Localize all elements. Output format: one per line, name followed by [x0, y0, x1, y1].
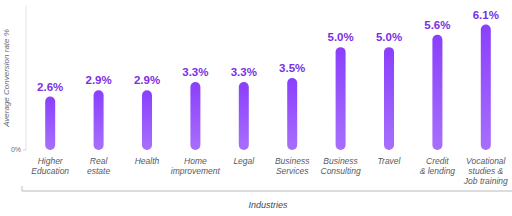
bar: [384, 47, 394, 150]
category-label: Vocational studies & Job training: [458, 156, 512, 186]
bar: [190, 82, 200, 150]
category-label: Higher Education: [22, 156, 78, 176]
category-label: Travel: [361, 156, 417, 166]
category-label: Home improvement: [167, 156, 223, 176]
y-axis-title: Average Conversion rate %: [2, 29, 11, 128]
data-label: 2.9%: [134, 74, 160, 86]
category-label: Credit & lending: [409, 156, 465, 176]
data-label: 3.3%: [182, 66, 208, 78]
category-label: Business Consulting: [313, 156, 369, 176]
x-axis-tick: [22, 186, 23, 191]
chart: 0% Average Conversion rate % 2.6% 2.9% 2.9% 3…: [0, 0, 512, 216]
category-label: Business Services: [264, 156, 320, 176]
bar: [481, 25, 491, 150]
data-label: 2.6%: [37, 81, 63, 93]
data-label: 5.6%: [424, 19, 450, 31]
x-axis-title: Industries: [248, 200, 288, 210]
x-axis-line: [22, 191, 512, 192]
category-label: Real estate: [71, 156, 127, 176]
bar: [45, 97, 55, 150]
bar: [432, 35, 442, 150]
data-label: 2.9%: [85, 74, 111, 86]
category-label: Legal: [216, 156, 272, 166]
data-label: 3.5%: [279, 62, 305, 74]
data-label: 3.3%: [231, 66, 257, 78]
data-label: 5.0%: [327, 31, 353, 43]
bars: [45, 25, 491, 150]
bar: [336, 47, 346, 150]
y-tick-label: 0%: [11, 146, 21, 153]
bar: [287, 78, 297, 150]
y-axis: [26, 6, 27, 150]
y-tick: [23, 150, 26, 151]
bar: [239, 82, 249, 150]
data-label: 5.0%: [376, 31, 402, 43]
category-label: Health: [119, 156, 175, 166]
data-label: 6.1%: [473, 9, 499, 21]
bar: [94, 90, 104, 150]
bar: [142, 90, 152, 150]
